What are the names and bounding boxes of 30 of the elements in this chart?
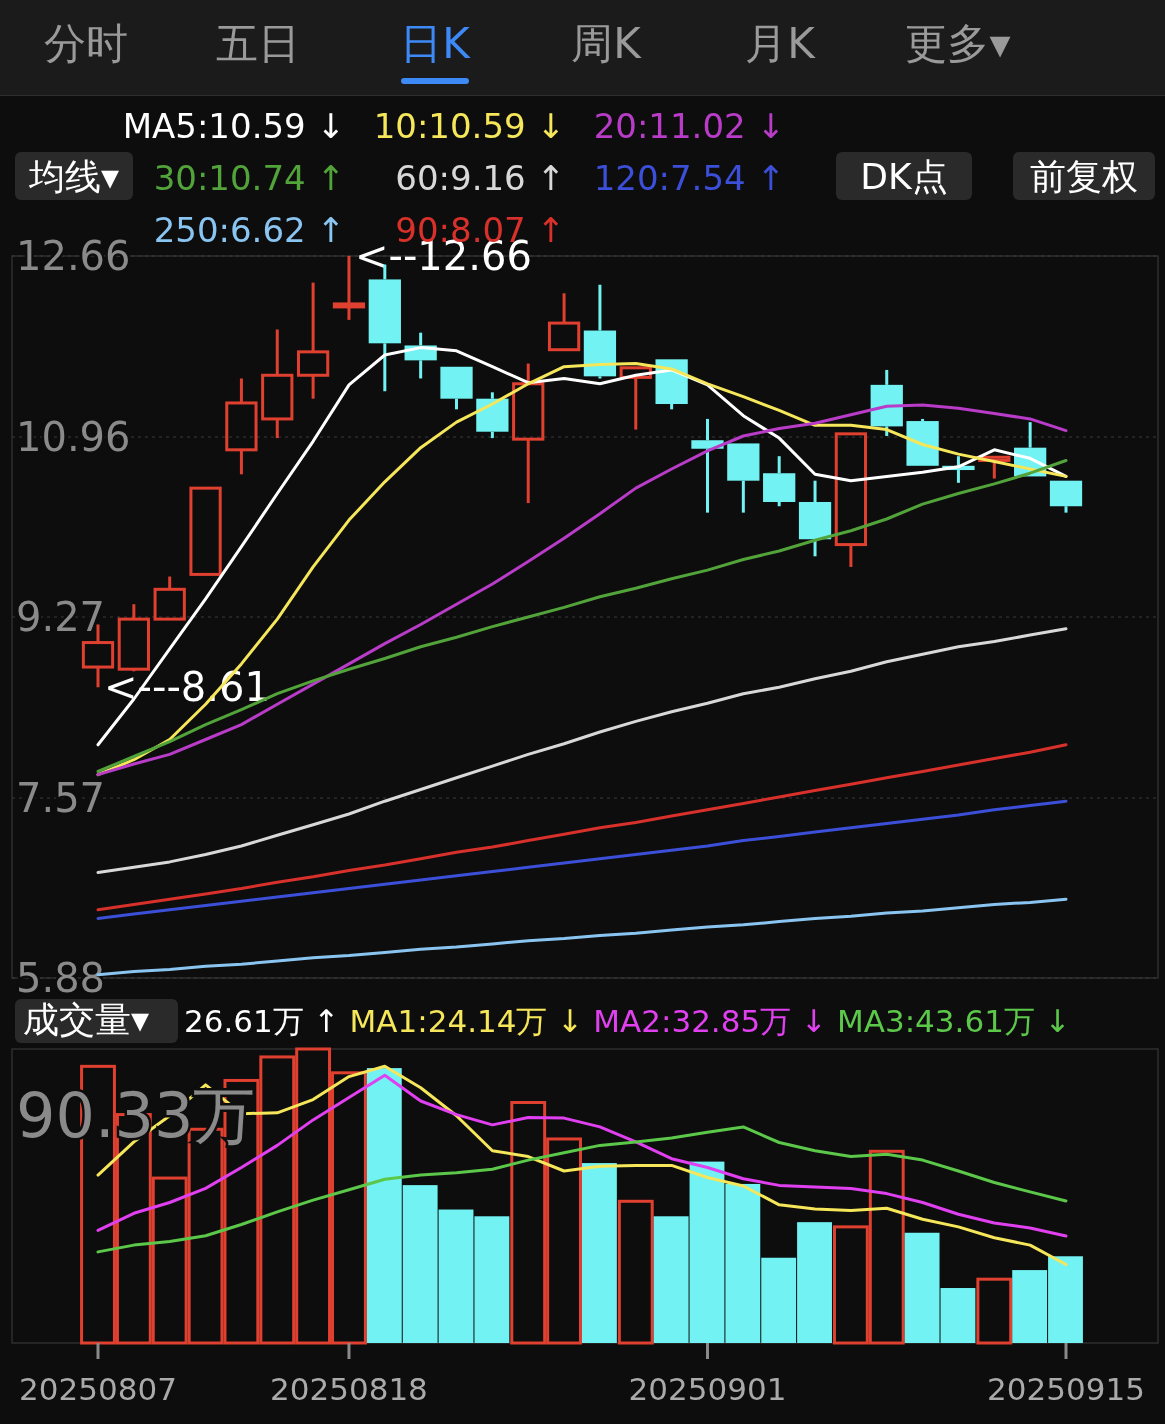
text: MA3:43.61万 ↓ <box>836 1003 1071 1039</box>
text: 前复权 <box>1030 156 1138 197</box>
text: 均线▾ <box>27 156 120 197</box>
text: 更多▾ <box>905 19 1011 68</box>
text: 周K <box>571 19 643 68</box>
text: MA5:10.59 ↓ <box>122 106 345 146</box>
text: 五日 <box>216 19 300 68</box>
x-tick-label: 20250818 <box>270 1371 428 1407</box>
text: 20:11.02 ↓ <box>593 106 785 146</box>
series-label: 26.61万 ↑ <box>184 1003 340 1039</box>
text: 分时 <box>44 19 128 68</box>
text: 250:6.62 ↑ <box>153 210 345 250</box>
x-tick-label: 20250915 <box>987 1371 1145 1407</box>
series-label: MA1:24.14万 ↓ <box>349 1003 584 1039</box>
y-tick-label: 5.88 <box>16 955 106 1002</box>
y-tick-label: 10.96 <box>16 414 131 461</box>
text: MA2:32.85万 ↓ <box>593 1003 827 1039</box>
y-tick-label: 9.27 <box>16 594 106 641</box>
x-tick-label: 20250807 <box>19 1371 177 1407</box>
x-tick-label: 20250901 <box>628 1371 787 1407</box>
y-tick-label: 7.57 <box>16 775 106 822</box>
y-tick-label: 12.66 <box>16 233 131 280</box>
text: 60:9.16 ↑ <box>395 158 565 198</box>
text: 日K <box>400 19 472 68</box>
chart-title: 成交量▾ <box>23 999 150 1040</box>
text: 120:7.54 ↑ <box>593 158 785 198</box>
text: 30:10.74 ↑ <box>153 158 345 198</box>
text: DK点 <box>860 156 948 197</box>
text: 月K <box>745 19 817 68</box>
text: 10:10.59 ↓ <box>373 106 565 146</box>
